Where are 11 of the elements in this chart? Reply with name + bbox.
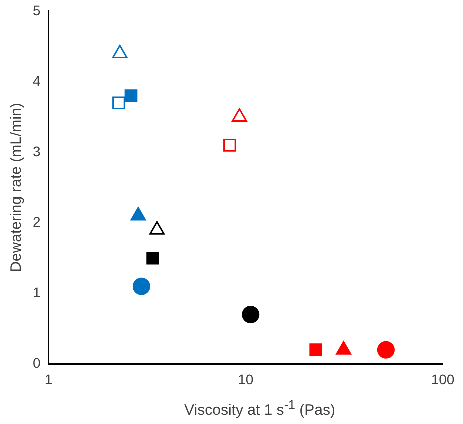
y-axis-title: Dewatering rate (mL/min) — [8, 103, 26, 272]
y-tick-label: 1 — [32, 284, 41, 300]
y-tick-label: 4 — [32, 72, 41, 89]
x-tick-label: 100 — [431, 371, 455, 388]
y-tick-label: 3 — [32, 143, 41, 160]
x-tick-label: 1 — [44, 371, 53, 388]
x-axis-title: Viscosity at 1 s$^{-1}$ (Pas) — [184, 398, 336, 419]
y-tick-label: 5 — [32, 2, 41, 18]
x-tick-label: 10 — [238, 371, 254, 388]
y-tick-label: 2 — [32, 214, 41, 230]
y-tick-label: 0 — [32, 355, 41, 372]
